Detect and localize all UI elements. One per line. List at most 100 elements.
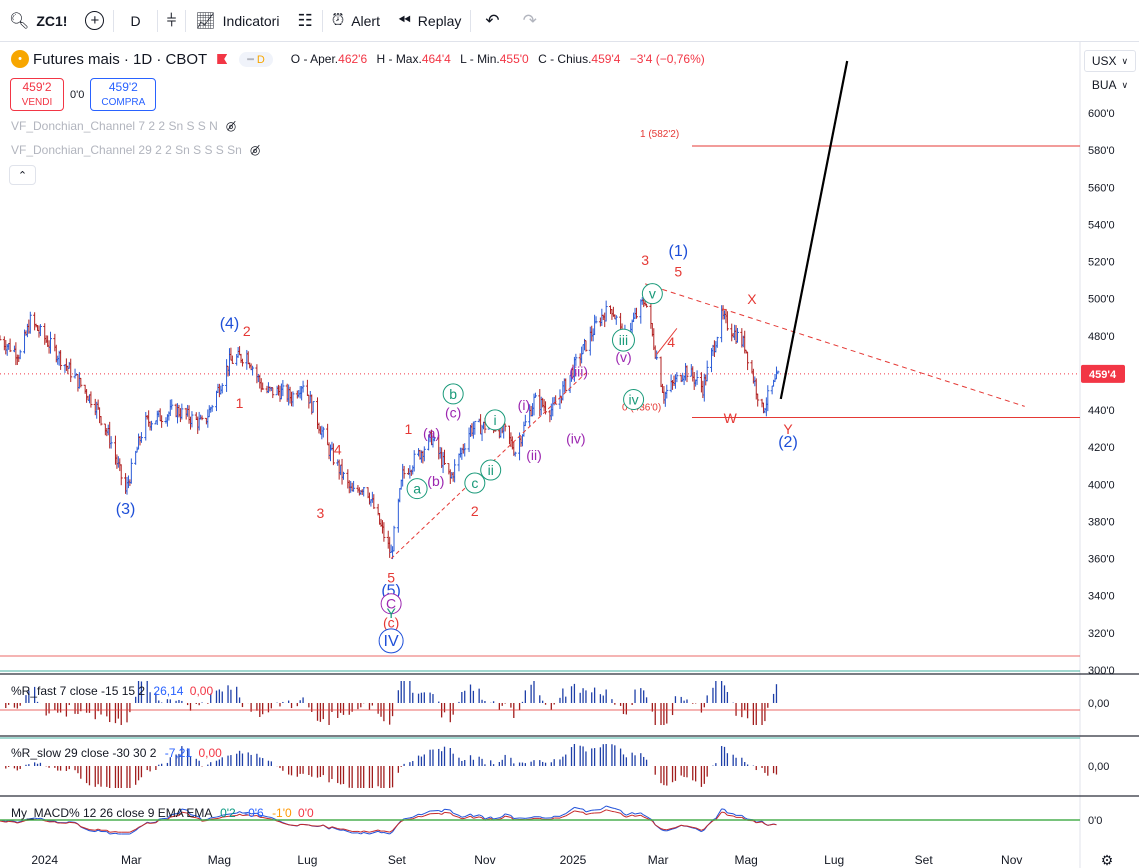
signal-line	[360, 830, 364, 833]
macd-line	[611, 807, 615, 810]
wave-label: (c)	[445, 404, 461, 420]
signal-line	[470, 815, 474, 819]
signal-line	[167, 816, 171, 821]
macd-line	[256, 812, 261, 816]
rfast-legend[interactable]: %R_fast 7 close -15 15 2 26,14 0,00	[11, 684, 213, 698]
macd-line	[129, 830, 136, 835]
indicator-donchian-slow[interactable]: VF_Donchian_Channel 29 2 2 Sn S S S Sn ◎…	[11, 143, 260, 157]
macd-line	[499, 816, 503, 819]
macd-line	[383, 831, 390, 835]
signal-line	[323, 824, 330, 829]
macd-line	[207, 817, 211, 820]
macd-line	[242, 811, 249, 814]
templates-button[interactable]: ☷	[288, 0, 321, 42]
compare-symbol-button[interactable]: +	[76, 0, 113, 42]
chart-background	[0, 42, 1139, 868]
time-tick-label: Mag	[208, 853, 231, 867]
macd-line	[582, 808, 587, 813]
eye-off-icon[interactable]: ◎̸	[249, 143, 261, 157]
price-tick-label: 420'0	[1088, 442, 1115, 454]
chart-canvas[interactable]: 1 (582'2)0 (436'0) (3)(4) 21435(5)CY(c)IV…	[0, 42, 1139, 868]
signal-line	[701, 828, 705, 831]
macd-line	[634, 812, 641, 815]
chevron-down-icon: ∨	[1121, 79, 1129, 90]
wave-label: (2)	[778, 434, 798, 451]
price-tick-label: 380'0	[1088, 516, 1115, 528]
wave-label: 2	[471, 503, 479, 519]
rslow-legend[interactable]: %R_slow 29 close -30 30 2 -7,21 0,00	[11, 746, 222, 760]
macd-line	[86, 829, 90, 832]
replay-button[interactable]: ⏪︎ Replay	[389, 0, 470, 42]
macd-line	[692, 827, 696, 830]
signal-line	[724, 812, 728, 816]
eye-off-icon[interactable]: ◎̸	[225, 119, 237, 133]
alert-button[interactable]: ⏰︎ Alert	[323, 0, 389, 42]
macd-line	[28, 817, 35, 820]
interval-button[interactable]: D	[114, 0, 156, 42]
data-status-pill[interactable]: ━ D	[239, 51, 273, 67]
signal-line	[109, 831, 116, 833]
symbol-search-button[interactable]: 🔍︎ ZC1!	[0, 0, 76, 42]
macd-line	[69, 821, 76, 823]
flag-icon[interactable]	[217, 54, 228, 64]
price-tick-label: 440'0	[1088, 405, 1115, 417]
indicator-donchian-fast[interactable]: VF_Donchian_Channel 7 2 2 Sn S S N ◎̸	[11, 119, 236, 133]
symbol-label: ZC1!	[36, 12, 68, 29]
price-tick-label: 540'0	[1088, 219, 1115, 231]
macd-line	[672, 827, 676, 830]
wave-label: Y	[783, 421, 793, 437]
macd-line	[363, 831, 370, 835]
spread-value: 0'0	[70, 88, 85, 101]
signal-line	[715, 811, 723, 821]
signal-line	[276, 820, 281, 823]
signal-line	[349, 830, 353, 832]
wave-label: 3	[317, 505, 325, 521]
time-tick-label: Mag	[734, 853, 757, 867]
rewind-icon: ⏪︎	[397, 11, 411, 29]
wave-label: 1	[236, 395, 244, 411]
unit-select[interactable]: BUA ∨	[1084, 74, 1136, 96]
signal-line	[303, 823, 309, 826]
macd-line	[251, 812, 257, 815]
macd-line	[559, 814, 564, 817]
macd-line	[478, 814, 483, 817]
macd-legend[interactable]: My_MACD% 12 26 close 9 EMA EMA 0'2 -0'6 …	[11, 806, 314, 820]
buy-button[interactable]: 459'2 COMPRA	[90, 78, 157, 111]
signal-line	[369, 830, 373, 833]
currency-select[interactable]: USX ∨	[1084, 50, 1136, 72]
ohlc-values: O - Aper.462'6 H - Max.464'4 L - Min.455…	[285, 52, 705, 66]
signal-line	[421, 815, 425, 818]
price-scale[interactable]: 300'0 320'0 340'0 360'0 380'0 400'0 420'0 440'0…	[1081, 108, 1125, 827]
signal-line	[424, 813, 431, 817]
currency-label: USX	[1091, 54, 1117, 68]
undo-button[interactable]: ↶	[471, 0, 513, 42]
signal-line	[251, 815, 257, 817]
signal-line	[0, 820, 6, 823]
macd-line	[715, 808, 723, 819]
sell-button[interactable]: 459'2 VENDI	[10, 78, 64, 111]
chart-type-button[interactable]: ⫩	[158, 0, 186, 42]
macd-line	[640, 812, 644, 816]
indicators-button[interactable]: 📈︎ Indicatori	[186, 0, 288, 42]
price-pane: 1 (582'2) 0 (436'0)	[0, 42, 1139, 868]
price-tick-label: 480'0	[1088, 331, 1115, 343]
collapse-legend-button[interactable]: ⌃	[9, 165, 36, 185]
signal-line	[614, 811, 621, 814]
signal-line	[675, 824, 682, 829]
settings-gear-icon[interactable]: ⚙	[1101, 852, 1114, 868]
redo-button[interactable]: ↷	[514, 0, 546, 42]
unit-label: BUA	[1091, 78, 1117, 92]
macd-line	[505, 813, 512, 816]
low-key: L - Min.	[460, 52, 500, 66]
time-tick-label: Nov	[1001, 853, 1022, 867]
data-status-label: D	[256, 53, 265, 66]
time-axis[interactable]: 2024 Mar Mag Lug Set Nov 2025 Mar Mag Lug Set Nov ⚙	[31, 852, 1113, 868]
time-tick-label: Mar	[648, 853, 669, 867]
macd-line	[236, 811, 240, 814]
signal-line	[20, 819, 27, 823]
fib-level-label: 1 (582'2)	[640, 129, 679, 140]
toolbar-divider	[113, 9, 115, 32]
signal-line	[196, 817, 200, 820]
wave-label-circle	[378, 628, 404, 654]
macd-line	[418, 813, 422, 816]
